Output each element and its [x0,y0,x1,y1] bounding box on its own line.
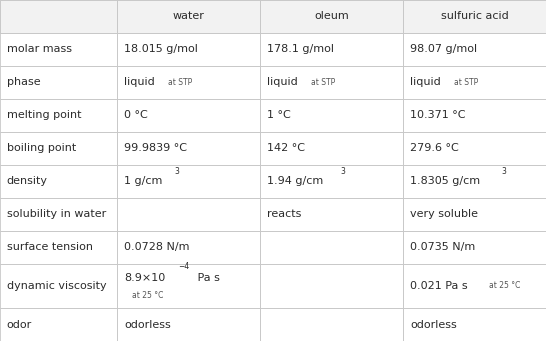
Text: density: density [7,176,48,186]
Text: odorless: odorless [410,320,457,329]
Text: liquid: liquid [410,77,441,87]
Bar [260,0,403,33]
Bar [403,0,546,33]
Text: phase: phase [7,77,40,87]
Text: molar mass: molar mass [7,44,72,55]
Bar [117,165,260,198]
Text: at STP: at STP [454,78,478,87]
Bar [0,165,117,198]
Bar [260,99,403,132]
Bar [403,308,546,341]
Text: 10.371 °C: 10.371 °C [410,110,466,120]
Text: water: water [173,12,205,21]
Text: 279.6 °C: 279.6 °C [410,143,459,153]
Bar [0,99,117,132]
Text: oleum: oleum [314,12,349,21]
Text: at STP: at STP [311,78,335,87]
Bar [117,99,260,132]
Bar [403,99,546,132]
Bar [0,308,117,341]
Bar [260,132,403,165]
Bar [117,264,260,308]
Text: 0.0728 N/m: 0.0728 N/m [124,242,189,252]
Bar [0,231,117,264]
Text: at 25 °C: at 25 °C [132,291,163,300]
Bar [403,66,546,99]
Bar [260,0,403,33]
Text: 3: 3 [341,167,346,176]
Bar [403,0,546,33]
Bar [117,0,260,33]
Bar [403,165,546,198]
Text: at 25 °C: at 25 °C [489,281,520,290]
Bar [260,33,403,66]
Bar [0,132,117,165]
Text: 1.8305 g/cm: 1.8305 g/cm [410,176,480,186]
Text: −4: −4 [177,262,189,271]
Bar [403,264,546,308]
Text: odor: odor [7,320,32,329]
Bar [117,66,260,99]
Bar [260,165,403,198]
Text: sulfuric acid: sulfuric acid [441,12,509,21]
Text: 0.0735 N/m: 0.0735 N/m [410,242,476,252]
Text: 1 °C: 1 °C [267,110,290,120]
Text: 178.1 g/mol: 178.1 g/mol [267,44,334,55]
Text: Pa s: Pa s [194,273,219,283]
Text: 18.015 g/mol: 18.015 g/mol [124,44,198,55]
Text: surface tension: surface tension [7,242,93,252]
Bar [0,33,117,66]
Bar [260,264,403,308]
Bar [260,198,403,231]
Bar [117,308,260,341]
Text: odorless: odorless [124,320,171,329]
Bar [260,66,403,99]
Bar [403,33,546,66]
Text: reacts: reacts [267,209,301,219]
Bar [0,264,117,308]
Text: 8.9×10: 8.9×10 [124,273,165,283]
Text: liquid: liquid [267,77,298,87]
Bar [117,0,260,33]
Text: boiling point: boiling point [7,143,76,153]
Bar [117,198,260,231]
Text: 3: 3 [502,167,507,176]
Bar [260,308,403,341]
Bar [117,33,260,66]
Bar [0,198,117,231]
Text: very soluble: very soluble [410,209,478,219]
Bar [403,198,546,231]
Bar [0,0,117,33]
Bar [117,231,260,264]
Text: 1 g/cm: 1 g/cm [124,176,162,186]
Text: 98.07 g/mol: 98.07 g/mol [410,44,477,55]
Text: 0 °C: 0 °C [124,110,147,120]
Bar [403,132,546,165]
Text: 3: 3 [175,167,180,176]
Text: dynamic viscosity: dynamic viscosity [7,281,106,291]
Bar [403,231,546,264]
Bar [117,132,260,165]
Text: 142 °C: 142 °C [267,143,305,153]
Text: melting point: melting point [7,110,81,120]
Text: 0.021 Pa s: 0.021 Pa s [410,281,468,291]
Bar [0,66,117,99]
Bar [0,0,117,33]
Text: 1.94 g/cm: 1.94 g/cm [267,176,323,186]
Text: solubility in water: solubility in water [7,209,106,219]
Text: 99.9839 °C: 99.9839 °C [124,143,187,153]
Text: liquid: liquid [124,77,155,87]
Bar [260,231,403,264]
Text: at STP: at STP [168,78,192,87]
